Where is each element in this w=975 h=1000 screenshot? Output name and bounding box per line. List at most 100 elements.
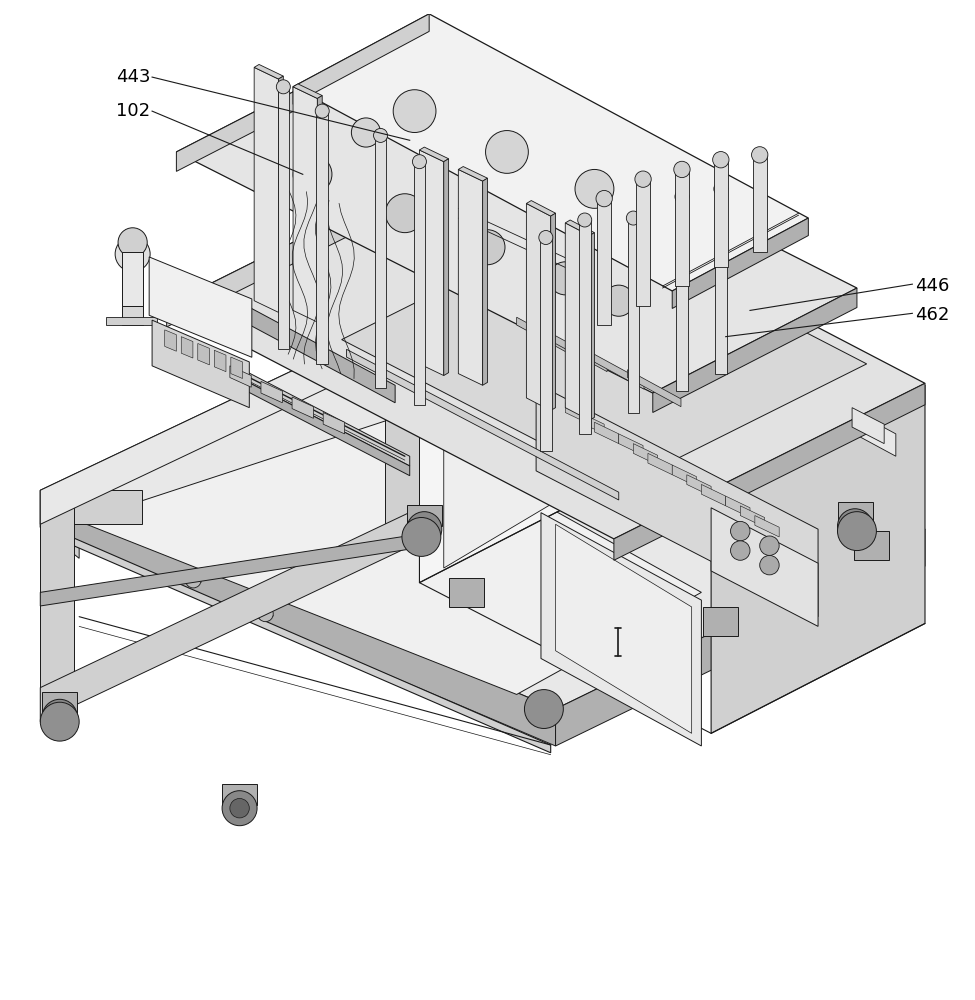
- Polygon shape: [419, 235, 925, 495]
- Circle shape: [486, 131, 528, 173]
- Polygon shape: [725, 496, 750, 518]
- Polygon shape: [536, 383, 818, 617]
- Polygon shape: [755, 516, 779, 537]
- Polygon shape: [79, 419, 701, 694]
- Polygon shape: [40, 534, 419, 606]
- Circle shape: [838, 509, 873, 544]
- Polygon shape: [413, 162, 425, 405]
- Polygon shape: [541, 513, 701, 746]
- Polygon shape: [243, 304, 395, 403]
- Circle shape: [414, 519, 434, 539]
- Polygon shape: [407, 505, 442, 526]
- Polygon shape: [556, 529, 925, 746]
- Text: 102: 102: [116, 102, 150, 120]
- Polygon shape: [293, 87, 317, 322]
- Polygon shape: [526, 203, 551, 411]
- Polygon shape: [261, 381, 283, 403]
- Polygon shape: [292, 397, 314, 418]
- Polygon shape: [540, 237, 552, 451]
- Circle shape: [40, 702, 79, 741]
- Polygon shape: [854, 531, 889, 560]
- Circle shape: [115, 237, 150, 272]
- Polygon shape: [106, 317, 157, 325]
- Polygon shape: [566, 403, 590, 424]
- Polygon shape: [701, 484, 725, 506]
- Circle shape: [402, 517, 441, 556]
- Polygon shape: [619, 434, 644, 455]
- Polygon shape: [341, 218, 867, 485]
- Circle shape: [575, 169, 614, 208]
- Circle shape: [230, 798, 250, 818]
- Circle shape: [549, 262, 582, 295]
- Polygon shape: [40, 490, 74, 722]
- Polygon shape: [317, 111, 328, 364]
- Polygon shape: [458, 167, 488, 181]
- Polygon shape: [293, 84, 322, 98]
- Circle shape: [118, 228, 147, 257]
- Polygon shape: [149, 257, 252, 357]
- Polygon shape: [40, 490, 79, 558]
- Polygon shape: [293, 14, 808, 291]
- Circle shape: [845, 517, 865, 536]
- Polygon shape: [254, 64, 284, 79]
- Polygon shape: [40, 508, 419, 722]
- Polygon shape: [715, 189, 726, 374]
- Polygon shape: [172, 342, 410, 476]
- Polygon shape: [323, 412, 344, 434]
- Polygon shape: [40, 490, 142, 524]
- Polygon shape: [590, 233, 595, 420]
- Polygon shape: [838, 502, 873, 523]
- Circle shape: [50, 707, 69, 727]
- Polygon shape: [653, 288, 857, 412]
- Circle shape: [675, 190, 689, 204]
- Polygon shape: [167, 150, 925, 539]
- Polygon shape: [346, 349, 619, 500]
- Circle shape: [393, 90, 436, 132]
- Polygon shape: [181, 337, 193, 358]
- Polygon shape: [278, 87, 290, 349]
- Polygon shape: [42, 692, 77, 714]
- Polygon shape: [444, 159, 448, 376]
- Circle shape: [412, 155, 426, 169]
- Polygon shape: [672, 465, 696, 486]
- Polygon shape: [711, 385, 925, 733]
- Circle shape: [752, 147, 768, 163]
- Polygon shape: [566, 220, 595, 236]
- Polygon shape: [579, 220, 591, 434]
- Polygon shape: [526, 201, 556, 216]
- Circle shape: [373, 128, 387, 142]
- Polygon shape: [419, 150, 444, 376]
- Polygon shape: [293, 14, 429, 104]
- Polygon shape: [847, 408, 896, 456]
- Circle shape: [222, 791, 257, 826]
- Text: 462: 462: [916, 306, 950, 324]
- Polygon shape: [703, 607, 738, 636]
- Polygon shape: [517, 317, 570, 354]
- Polygon shape: [279, 76, 284, 312]
- Polygon shape: [566, 223, 590, 420]
- Polygon shape: [317, 96, 322, 322]
- Circle shape: [578, 213, 592, 227]
- Circle shape: [674, 161, 690, 178]
- Circle shape: [626, 211, 641, 225]
- Circle shape: [635, 171, 651, 187]
- Polygon shape: [42, 312, 419, 519]
- Polygon shape: [483, 178, 488, 385]
- Polygon shape: [676, 197, 687, 391]
- Circle shape: [539, 230, 553, 244]
- Polygon shape: [554, 335, 607, 372]
- Circle shape: [760, 536, 779, 555]
- Polygon shape: [419, 147, 448, 162]
- Polygon shape: [222, 784, 257, 805]
- Polygon shape: [122, 252, 143, 306]
- Polygon shape: [711, 508, 818, 626]
- Polygon shape: [458, 169, 483, 385]
- Circle shape: [407, 512, 442, 547]
- Polygon shape: [686, 475, 711, 496]
- Polygon shape: [740, 506, 764, 527]
- Polygon shape: [591, 352, 644, 389]
- Polygon shape: [444, 276, 624, 568]
- Polygon shape: [852, 408, 884, 444]
- Circle shape: [838, 512, 877, 551]
- Polygon shape: [580, 412, 604, 434]
